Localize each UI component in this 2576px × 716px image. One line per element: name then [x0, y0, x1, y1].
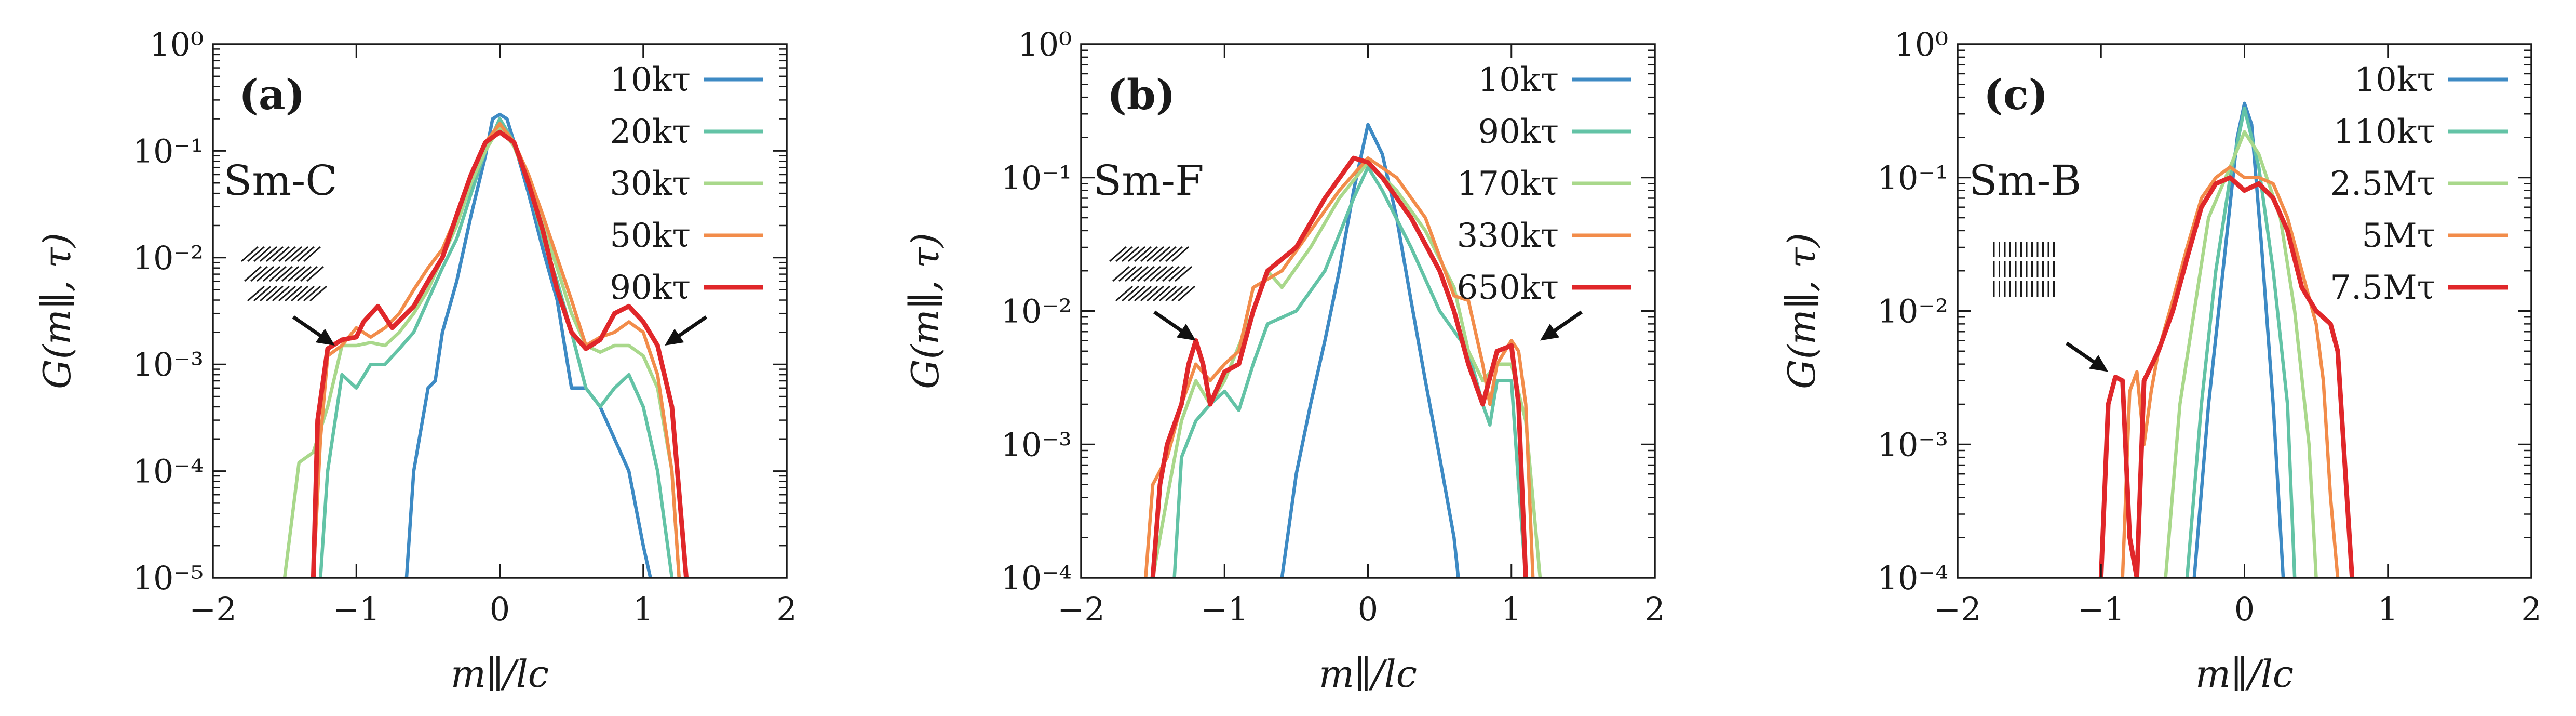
- panel-b: −2 −1 0 1 2 10⁰ 10⁻¹ 10⁻² 10⁻³ 10⁻⁴ m∥/lc G(m∥, τ) (…: [903, 25, 1665, 696]
- panel-c: −2 −1 0 1 2 10⁰ 10⁻¹ 10⁻² 10⁻³ 10⁻⁴ m∥/lc G(m∥, τ) (…: [1780, 25, 2542, 696]
- y-tick-label: 10⁻¹: [133, 132, 204, 170]
- legend-label: 7.5Mτ: [2330, 269, 2435, 307]
- legend-label: 170kτ: [1457, 165, 1559, 203]
- y-tick-label: 10⁻⁴: [1001, 559, 1072, 597]
- legend-label: 90kτ: [1478, 113, 1559, 151]
- y-tick-label: 10⁰: [1894, 25, 1948, 63]
- series-group: [1144, 123, 1542, 578]
- arrow-line: [292, 315, 325, 340]
- y-tick-label: 10⁻²: [133, 239, 204, 277]
- tilted-layers-icon: [1109, 246, 1195, 302]
- series-line: [282, 124, 681, 578]
- y-tick-label: 10⁻³: [133, 346, 204, 383]
- x-tick-label: 1: [1501, 590, 1521, 628]
- series-line: [2121, 165, 2340, 578]
- legend-label: 650kτ: [1457, 269, 1559, 307]
- x-axis-label: m∥/lc: [2195, 652, 2294, 696]
- y-tick-label: 10⁰: [1018, 25, 1072, 63]
- phase-label: Sm-F: [1093, 156, 1204, 205]
- x-axis-label: m∥/lc: [1319, 652, 1417, 696]
- y-tick-label: 10⁻⁵: [133, 559, 204, 597]
- x-tick-label: 2: [776, 590, 797, 628]
- series-line: [2192, 101, 2285, 578]
- y-tick-label: 10⁻³: [1001, 426, 1072, 463]
- y-tick-label: 10⁻¹: [1878, 159, 1948, 197]
- x-tick-label: 2: [2521, 590, 2541, 628]
- legend-label: 330kτ: [1457, 217, 1559, 255]
- arrowhead: [315, 328, 335, 346]
- y-tick-label: 10⁻²: [1878, 293, 1948, 330]
- vertical-layers-icon: [1993, 242, 2055, 297]
- legend-label: 10kτ: [610, 61, 691, 99]
- series-line: [2164, 130, 2318, 578]
- y-tick-label: 10⁰: [150, 25, 204, 63]
- arrow-line: [2066, 341, 2098, 366]
- panel-label: (c): [1984, 70, 2048, 119]
- y-axis-label: G(m∥, τ): [903, 233, 947, 389]
- series-line: [1280, 123, 1460, 578]
- x-tick-label: −1: [2078, 590, 2125, 628]
- series-group: [2098, 101, 2355, 578]
- y-axis-label: G(m∥, τ): [1780, 233, 1824, 389]
- arrowhead: [1540, 324, 1560, 341]
- series-line: [1172, 165, 1528, 578]
- arrow-line: [675, 315, 708, 340]
- y-tick-label: 10⁻³: [1878, 426, 1948, 463]
- x-tick-label: −1: [333, 590, 380, 628]
- y-tick-label: 10⁻²: [1001, 293, 1072, 330]
- x-tick-label: 0: [490, 590, 510, 628]
- series-line: [2098, 175, 2355, 578]
- x-tick-label: 1: [2378, 590, 2398, 628]
- legend-label: 90kτ: [610, 269, 691, 307]
- panel-a: −2 −1 0 1 2 10⁰ 10⁻¹ 10⁻² 10⁻³ 10⁻⁴ 10⁻⁵ m∥/lc G(m∥,…: [35, 25, 797, 696]
- legend-label: 20kτ: [610, 113, 691, 151]
- x-axis-label: m∥/lc: [451, 652, 549, 696]
- legend-label: 50kτ: [610, 217, 691, 255]
- phase-label: Sm-C: [224, 156, 338, 205]
- x-tick-label: 1: [633, 590, 653, 628]
- y-axis-label: G(m∥, τ): [35, 233, 79, 389]
- legend-label: 10kτ: [2354, 61, 2435, 99]
- series-line: [1144, 156, 1535, 578]
- series-line: [311, 129, 689, 578]
- legend-label: 5Mτ: [2362, 217, 2435, 255]
- series-line: [404, 112, 652, 578]
- phase-label: Sm-B: [1969, 156, 2081, 205]
- panel-label: (a): [239, 70, 305, 119]
- legend-label: 10kτ: [1478, 61, 1559, 99]
- x-tick-label: 2: [1644, 590, 1665, 628]
- tilted-layers-icon: [241, 246, 327, 302]
- arrow-line: [1153, 310, 1186, 335]
- arrowhead: [1176, 324, 1196, 341]
- y-tick-label: 10⁻⁴: [133, 453, 204, 490]
- legend-label: 30kτ: [610, 165, 691, 203]
- x-tick-label: −2: [1057, 590, 1104, 628]
- series-line: [1150, 155, 1528, 578]
- x-tick-label: 0: [2234, 590, 2255, 628]
- x-tick-label: 0: [1358, 590, 1378, 628]
- arrow-line: [1550, 310, 1583, 335]
- series-group: [282, 112, 689, 578]
- legend-label: 110kτ: [2334, 113, 2435, 151]
- arrowhead: [665, 328, 684, 346]
- panel-label: (b): [1107, 70, 1176, 119]
- y-tick-label: 10⁻¹: [1001, 159, 1072, 197]
- series-line: [312, 122, 681, 578]
- arrowhead: [2088, 355, 2109, 372]
- plot-frame: [1957, 43, 2532, 579]
- y-tick-label: 10⁻⁴: [1878, 559, 1948, 597]
- x-tick-label: −2: [189, 590, 236, 628]
- series-line: [2185, 107, 2297, 578]
- legend-label: 2.5Mτ: [2330, 165, 2435, 203]
- x-tick-label: −2: [1934, 590, 1981, 628]
- x-tick-label: −1: [1201, 590, 1248, 628]
